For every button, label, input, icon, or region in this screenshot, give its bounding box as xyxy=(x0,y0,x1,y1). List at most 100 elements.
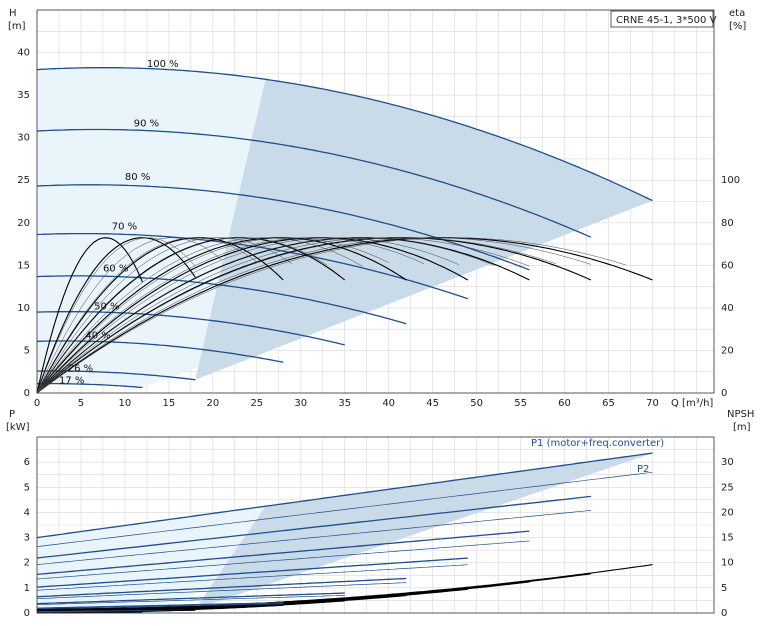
p1-curve-5 xyxy=(36,592,345,605)
flow-axis-label: Q [m³/h] xyxy=(671,398,713,409)
power-max-region xyxy=(195,453,653,610)
flow-tick: 0 xyxy=(34,398,40,409)
head-curve-label-3: 70 % xyxy=(112,222,137,233)
head-axis-label: H xyxy=(9,8,17,19)
head-tick: 40 xyxy=(17,48,30,59)
head-efficiency-panel: 100 %90 %80 %70 %60 %50 %40 %26 %17 %0 5 1… xyxy=(17,9,740,409)
power-axis-unit: [kW] xyxy=(6,422,30,433)
efficiency-fan-line xyxy=(36,237,495,394)
eta-tick: 60 xyxy=(721,260,734,271)
p2-series-label: P2 xyxy=(637,464,649,475)
head-tick: 35 xyxy=(17,90,30,101)
head-curve-4 xyxy=(36,275,407,325)
head-curve-label-5: 50 % xyxy=(94,302,119,313)
chart-title-box xyxy=(610,10,714,28)
flow-tick: 35 xyxy=(338,398,351,409)
efficiency-curve-7 xyxy=(36,237,196,394)
head-axis-unit: [m] xyxy=(8,21,26,32)
p1-curve-0 xyxy=(36,452,653,539)
p1-curve-1 xyxy=(36,495,591,559)
flow-tick: 60 xyxy=(558,398,571,409)
p2-curve-5 xyxy=(36,595,345,606)
flow-tick: 50 xyxy=(470,398,483,409)
head-curve-label-7: 26 % xyxy=(68,364,93,375)
efficiency-curve-0 xyxy=(36,237,653,394)
head-curve-0 xyxy=(36,67,653,202)
head-curve-label-1: 90 % xyxy=(134,119,159,130)
power-npsh-panel: 0 1 2 3 4 5 6 0 5 10 15 20 25 30 xyxy=(24,436,734,619)
head-tick: 20 xyxy=(17,218,30,229)
p2-curve-0 xyxy=(36,471,653,547)
power-tick: 6 xyxy=(24,457,30,468)
efficiency-fan-line xyxy=(36,237,591,394)
efficiency-curve-1 xyxy=(36,237,592,394)
head-tick: 30 xyxy=(17,133,30,144)
flow-tick: 70 xyxy=(646,398,659,409)
p2-curve-6 xyxy=(36,603,284,610)
flow-tick: 20 xyxy=(206,398,219,409)
p2-curve-1 xyxy=(36,510,591,565)
top-plot-frame xyxy=(36,9,715,394)
eta-tick: 40 xyxy=(721,303,734,314)
p1-series-label: P1 (motor+freq.converter) xyxy=(531,438,664,449)
p1-curve-6 xyxy=(36,602,284,609)
head-tick: 0 xyxy=(24,388,30,399)
p2-curve-4 xyxy=(36,582,407,600)
efficiency-curve-5 xyxy=(36,237,346,394)
head-curve-label-4: 60 % xyxy=(103,263,128,274)
efficiency-curve-3 xyxy=(36,237,469,394)
efficiency-fan-line xyxy=(36,237,460,394)
p2-curve-2 xyxy=(36,540,530,580)
efficiency-fan-line xyxy=(36,237,196,394)
max-flow-region xyxy=(195,79,653,380)
chart-title: CRNE 45-1, 3*500 V xyxy=(616,15,717,26)
power-tick: 0 xyxy=(24,608,30,619)
efficiency-curve-2 xyxy=(36,237,530,394)
flow-tick: 30 xyxy=(294,398,307,409)
npsh-tick: 0 xyxy=(721,608,727,619)
efficiency-fan-line xyxy=(36,237,328,394)
npsh-tick: 25 xyxy=(721,482,734,493)
flow-tick: 65 xyxy=(602,398,615,409)
head-curve-2 xyxy=(36,184,530,271)
head-curve-8 xyxy=(36,382,143,389)
power-tick: 5 xyxy=(24,482,30,493)
head-tick: 10 xyxy=(17,303,30,314)
efficiency-fan-line xyxy=(36,237,556,394)
eta-tick: 100 xyxy=(721,175,740,186)
flow-tick: 45 xyxy=(426,398,439,409)
axis-labels: H [m] eta [%] Q [m³/h] P [kW] NPSH [m] C… xyxy=(6,8,754,475)
power-tick: 1 xyxy=(24,583,30,594)
head-curve-6 xyxy=(36,340,284,363)
p1-curve-2 xyxy=(36,530,530,576)
npsh-axis-unit: [m] xyxy=(733,422,751,433)
efficiency-fan-line xyxy=(36,237,389,394)
p1-curve-3 xyxy=(36,557,468,588)
npsh-tick: 15 xyxy=(721,533,734,544)
eta-tick: 0 xyxy=(721,388,727,399)
flow-tick: 55 xyxy=(514,398,527,409)
efficiency-fan-line xyxy=(36,237,627,394)
efficiency-fan-line xyxy=(36,237,257,394)
flow-tick: 5 xyxy=(78,398,84,409)
head-curve-label-0: 100 % xyxy=(147,59,179,70)
npsh-tick: 5 xyxy=(721,583,727,594)
efficiency-curve-6 xyxy=(36,237,284,394)
npsh-axis-label: NPSH xyxy=(727,409,754,420)
efficiency-curve-8 xyxy=(36,237,144,394)
efficiency-fan-line xyxy=(36,237,530,394)
flow-tick: 25 xyxy=(250,398,263,409)
efficiency-fan-line xyxy=(36,237,293,394)
bottom-plot-frame xyxy=(36,436,715,614)
p1-curve-4 xyxy=(36,577,407,598)
eta-tick: 80 xyxy=(721,218,734,229)
npsh-curve-0 xyxy=(37,564,653,610)
npsh-tick: 20 xyxy=(721,507,734,518)
npsh-tick: 10 xyxy=(721,558,734,569)
head-curve-1 xyxy=(36,128,592,238)
flow-tick: 15 xyxy=(163,398,176,409)
head-tick: 15 xyxy=(17,260,30,271)
npsh-curve-1 xyxy=(37,573,591,611)
power-axis-label: P xyxy=(9,409,15,420)
